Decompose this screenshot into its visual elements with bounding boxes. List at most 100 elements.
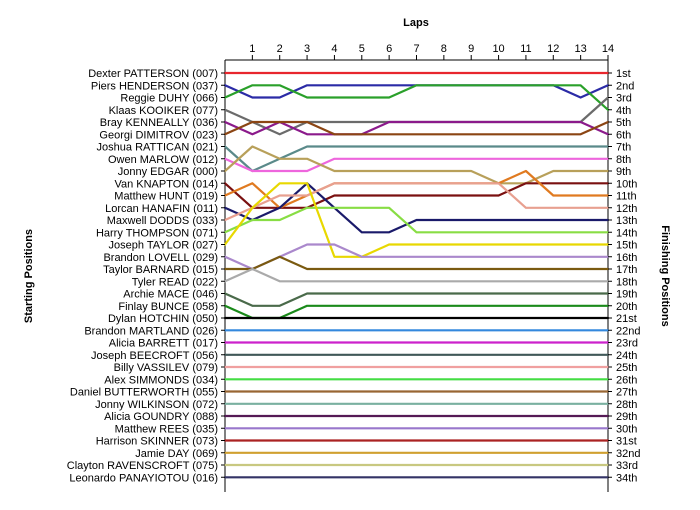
series-line: [223, 84, 610, 111]
x-tick-label: 7: [413, 43, 419, 55]
driver-label: Van KNAPTON (014): [114, 178, 218, 190]
driver-label: Alex SIMMONDS (034): [104, 374, 218, 386]
finish-position-label: 30th: [616, 423, 637, 435]
finish-position-label: 15th: [616, 240, 637, 252]
finish-position-label: 7th: [616, 142, 631, 154]
driver-label: Dexter PATTERSON (007): [88, 68, 218, 80]
position-lines: [223, 71, 610, 479]
driver-label: Joseph BEECROFT (056): [91, 350, 218, 362]
finish-position-label: 5th: [616, 117, 631, 129]
finish-position-label: 3rd: [616, 93, 632, 105]
finish-position-label: 14th: [616, 227, 637, 239]
driver-label: Finlay BUNCE (058): [118, 301, 218, 313]
driver-label: Daniel BUTTERWORTH (055): [70, 387, 218, 399]
finish-position-label: 12th: [616, 203, 637, 215]
finish-position-label: 2nd: [616, 80, 634, 92]
driver-label: Brandon LOVELL (029): [103, 252, 218, 264]
x-tick-label: 13: [575, 43, 587, 55]
series-line: [223, 120, 610, 136]
driver-label: Brandon MARTLAND (026): [84, 325, 218, 337]
y-axis-label-right: Finishing Positions: [659, 225, 671, 326]
finish-position-label: 8th: [616, 154, 631, 166]
series-line: [223, 255, 610, 271]
finish-position-label: 22nd: [616, 325, 640, 337]
x-tick-label: 9: [468, 43, 474, 55]
finish-position-label: 10th: [616, 178, 637, 190]
finish-position-label: 17th: [616, 264, 637, 276]
x-tick-label: 1: [249, 43, 255, 55]
finish-position-label: 4th: [616, 105, 631, 117]
series-line: [223, 206, 610, 234]
driver-label: Joseph TAYLOR (027): [109, 240, 218, 252]
series-line: [223, 169, 610, 209]
finish-position-label: 31st: [616, 436, 637, 448]
driver-label: Jonny EDGAR (000): [118, 166, 218, 178]
series-line: [223, 182, 610, 209]
y-axis-label-left: Starting Positions: [23, 229, 35, 323]
finish-position-label: 21st: [616, 313, 637, 325]
driver-label: Maxwell DODDS (033): [107, 215, 218, 227]
driver-label: Archie MACE (046): [123, 289, 218, 301]
driver-label: Billy VASSILEV (079): [114, 362, 218, 374]
finish-position-label: 6th: [616, 129, 631, 141]
finish-position-label: 34th: [616, 472, 637, 484]
x-tick-label: 6: [386, 43, 392, 55]
starting-positions-axis: Dexter PATTERSON (007)Piers HENDERSON (0…: [67, 68, 225, 484]
driver-label: Leonardo PANAYIOTOU (016): [69, 472, 218, 484]
driver-label: Matthew REES (035): [115, 423, 218, 435]
driver-label: Jamie DAY (069): [135, 448, 218, 460]
driver-label: Dylan HOTCHIN (050): [108, 313, 218, 325]
finish-position-label: 19th: [616, 289, 637, 301]
x-tick-label: 8: [441, 43, 447, 55]
series-line: [223, 243, 610, 271]
driver-label: Reggie DUHY (066): [120, 93, 218, 105]
driver-label: Klaas KOOIKER (077): [109, 105, 218, 117]
driver-label: Taylor BARNARD (015): [103, 264, 218, 276]
finishing-positions-axis: 1st2nd3rd4th5th6th7th8th9th10th11th12th1…: [608, 68, 640, 484]
series-line: [223, 304, 610, 320]
finish-position-label: 32nd: [616, 448, 640, 460]
series-line: [223, 182, 610, 258]
x-axis: 1 2 3 4 5 6 7 8 9 10 11 12 13 14: [249, 43, 614, 60]
series-line: [223, 182, 610, 222]
driver-label: Alicia BARRETT (017): [109, 338, 218, 350]
x-tick-label: 12: [547, 43, 559, 55]
finish-position-label: 13th: [616, 215, 637, 227]
driver-label: Owen MARLOW (012): [108, 154, 218, 166]
driver-label: Clayton RAVENSCROFT (075): [67, 460, 218, 472]
finish-position-label: 26th: [616, 374, 637, 386]
x-tick-label: 2: [277, 43, 283, 55]
x-tick-label: 5: [359, 43, 365, 55]
driver-label: Joshua RATTICAN (021): [97, 142, 218, 154]
driver-label: Lorcan HANAFIN (011): [105, 203, 218, 215]
driver-label: Tyler READ (022): [132, 276, 218, 288]
x-tick-label: 10: [492, 43, 504, 55]
finish-position-label: 20th: [616, 301, 637, 313]
finish-position-label: 9th: [616, 166, 631, 178]
series-line: [223, 145, 610, 185]
finish-position-label: 28th: [616, 399, 637, 411]
series-line: [223, 145, 610, 173]
driver-label: Bray KENNEALLY (036): [100, 117, 218, 129]
finish-position-label: 16th: [616, 252, 637, 264]
driver-label: Alicia GOUNDRY (088): [104, 411, 218, 423]
x-tick-label: 11: [520, 43, 531, 55]
series-line: [223, 267, 610, 283]
series-line: [223, 96, 610, 136]
series-line: [223, 157, 610, 173]
driver-label: Jonny WILKINSON (072): [95, 399, 218, 411]
finish-position-label: 24th: [616, 350, 637, 362]
finish-position-label: 11th: [616, 191, 637, 203]
driver-label: Georgi DIMITROV (023): [99, 129, 218, 141]
driver-label: Harrison SKINNER (073): [96, 436, 218, 448]
x-tick-label: 14: [602, 43, 614, 55]
finish-position-label: 23rd: [616, 338, 638, 350]
finish-position-label: 18th: [616, 276, 637, 288]
series-line: [223, 182, 610, 234]
chart-title: Laps: [403, 17, 429, 29]
finish-position-label: 33rd: [616, 460, 638, 472]
finish-position-label: 1st: [616, 68, 631, 80]
series-line: [223, 120, 610, 136]
driver-label: Piers HENDERSON (037): [91, 80, 218, 92]
